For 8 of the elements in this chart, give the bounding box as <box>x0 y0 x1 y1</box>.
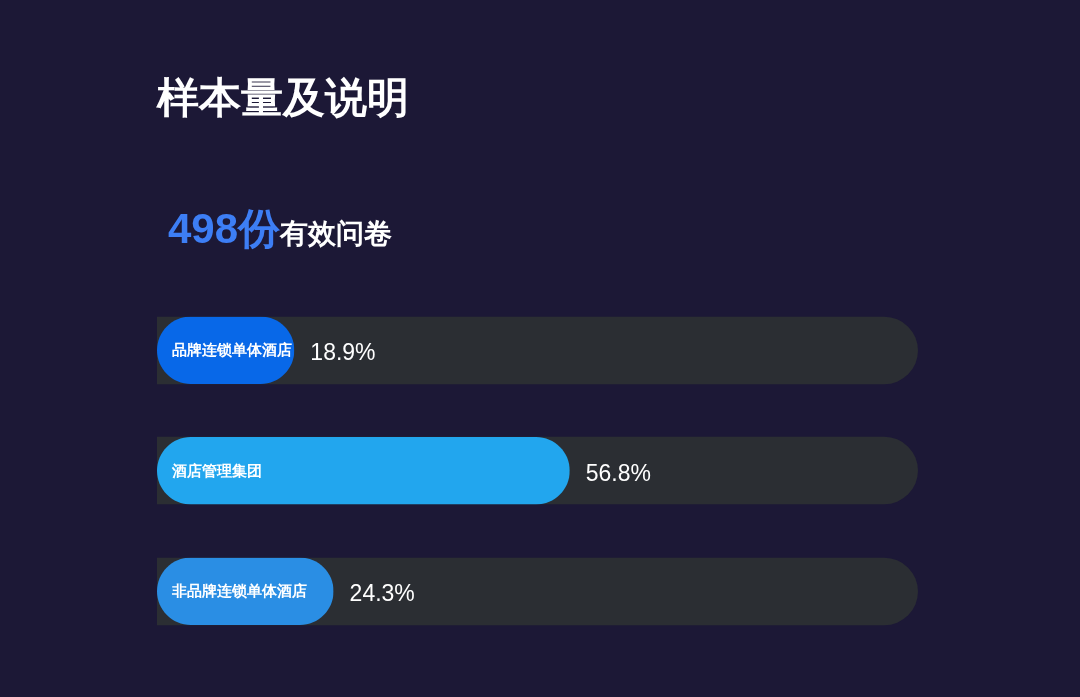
y-tick-label: 非品牌连锁单体酒店 <box>170 582 307 600</box>
y-tick-label: 品牌连锁单体酒店 <box>171 341 292 359</box>
data-label: 24.3% <box>349 580 416 607</box>
y-tick-label: 酒店管理集团 <box>170 461 262 479</box>
chart-title: 样本量及说明 <box>157 73 409 123</box>
data-label: 18.9% <box>310 339 376 366</box>
chart-subtitle: 498份有效问卷 <box>168 205 393 252</box>
data-label: 56.8% <box>586 459 652 486</box>
